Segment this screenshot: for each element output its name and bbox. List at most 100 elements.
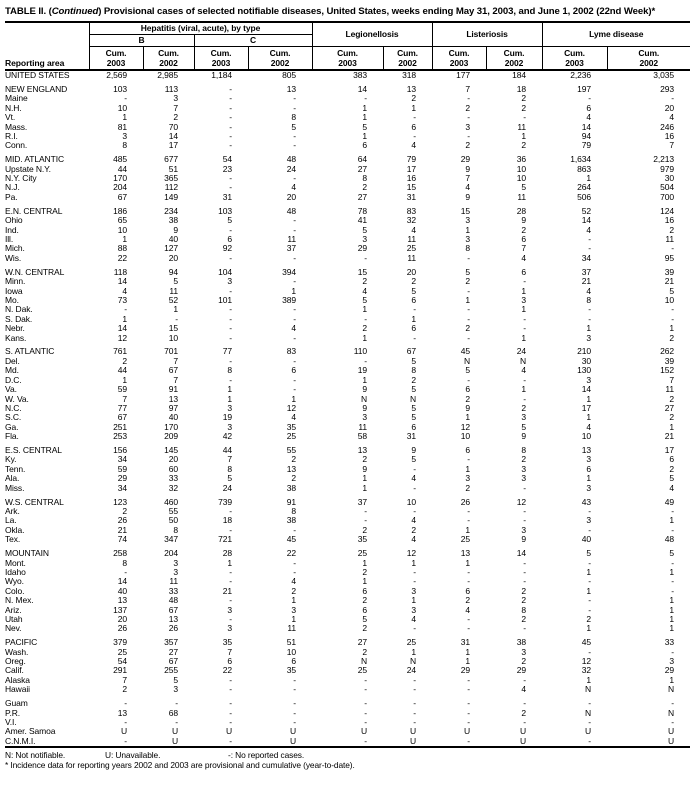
cell-value: 51 xyxy=(168,163,178,174)
row-label: PACIFIC xyxy=(5,638,38,648)
cell-value: - xyxy=(364,717,368,727)
cell-value: - xyxy=(293,93,297,104)
footnote-unavailable: U: Unavailable. xyxy=(105,750,161,761)
cell-value: 2 xyxy=(669,463,675,474)
cell-value: - xyxy=(293,384,297,395)
title-suffix: ) Provisional cases of selected notifiab… xyxy=(98,6,656,17)
cell-value: 8 xyxy=(173,524,178,535)
cell-value: 1 xyxy=(669,604,675,615)
cell-value: - xyxy=(588,717,592,727)
cell-value: 3 xyxy=(173,684,178,695)
cell-value: 204 xyxy=(164,548,178,559)
cell-value: - xyxy=(523,576,527,587)
cell-value: 29 xyxy=(357,243,368,254)
row-label: Minn. xyxy=(5,277,26,287)
row-label: N.Y. City xyxy=(5,174,37,184)
cell-value: U xyxy=(667,735,675,746)
cell-value: 1 xyxy=(411,646,417,657)
cell-value: 11 xyxy=(169,285,178,296)
cell-value: 1 xyxy=(521,384,527,395)
cell-value: - xyxy=(467,313,471,324)
row-label: P.R. xyxy=(5,708,21,718)
table-row: P.R. 13 68 - - - - - 2 N N xyxy=(5,707,690,718)
cell-value: 15 xyxy=(168,323,178,334)
cell-value: 3 xyxy=(411,604,417,615)
cell-value: 37 xyxy=(357,496,368,507)
cell-value: 2 xyxy=(521,224,527,235)
cell-value: - xyxy=(523,505,527,516)
cell-value: 4 xyxy=(586,224,592,235)
cum-label: Cum. xyxy=(269,48,291,58)
cell-value: - xyxy=(588,646,592,657)
cell-value: - xyxy=(293,252,297,263)
cell-value: 88 xyxy=(117,243,127,254)
cell-value: 1 xyxy=(521,285,527,296)
cell-value: 4 xyxy=(465,182,471,193)
cell-value: 7 xyxy=(173,355,178,366)
row-label: MID. ATLANTIC xyxy=(5,155,64,165)
year-label: 2002 xyxy=(504,57,524,68)
cell-value: 10 xyxy=(406,496,417,507)
cell-value: 41 xyxy=(357,215,368,226)
cell-value: - xyxy=(229,130,232,141)
cell-value: 37 xyxy=(286,243,297,254)
cell-value: 29 xyxy=(117,473,127,484)
cell-value: 1 xyxy=(411,557,417,568)
cell-value: 1 xyxy=(122,112,127,123)
cell-value: 92 xyxy=(222,243,232,254)
cell-value: 1 xyxy=(362,332,368,343)
cell-value: 13 xyxy=(168,613,178,624)
notifiable-diseases-table: Reporting area Hepatitis (viral, acute),… xyxy=(5,21,690,749)
table-row: Va. 59 91 1 - 9 5 6 1 14 11 xyxy=(5,384,690,395)
cell-value: 6 xyxy=(411,121,417,132)
cell-value: - xyxy=(588,304,592,315)
row-label: Mo. xyxy=(5,295,19,305)
cell-value: 10 xyxy=(516,173,527,184)
cell-value: 6 xyxy=(362,604,368,615)
cell-value: 1 xyxy=(669,515,675,526)
cell-value: 21 xyxy=(664,276,675,287)
cell-value: 73 xyxy=(117,294,127,305)
cell-value: - xyxy=(293,707,297,718)
cell-value: 170 xyxy=(113,173,127,184)
cell-value: 14 xyxy=(117,576,127,587)
cell-value: 28 xyxy=(516,205,527,216)
cell-value: 145 xyxy=(164,445,178,456)
cell-value: 74 xyxy=(117,534,127,545)
footnote-incidence: * Incidence data for reporting years 200… xyxy=(5,760,355,771)
table-row: N.C. 77 97 3 12 9 5 9 2 17 27 xyxy=(5,403,690,413)
cell-value: 27 xyxy=(168,646,178,657)
cell-value: 234 xyxy=(164,205,178,216)
cell-value: 5 xyxy=(411,285,417,296)
table-body: UNITED STATES 2,569 2,985 1,184 805 383 318 177… xyxy=(5,70,690,747)
row-label: Calif. xyxy=(5,666,24,676)
cell-value: 1 xyxy=(465,557,471,568)
cell-value: 258 xyxy=(113,548,127,559)
cell-value: - xyxy=(229,285,232,296)
cell-value: 11 xyxy=(665,234,675,244)
cell-value: 20 xyxy=(406,266,417,277)
cell-value: - xyxy=(229,304,232,315)
cell-value: 30 xyxy=(581,355,592,366)
table-row: Guam - - - - - - - - - - xyxy=(5,698,690,708)
row-label: Wyo. xyxy=(5,577,24,587)
cell-value: - xyxy=(413,505,417,516)
cell-value: 6 xyxy=(465,445,471,456)
cell-value: 24 xyxy=(516,346,527,357)
cell-value: 25 xyxy=(406,637,417,648)
cell-value: 11 xyxy=(287,623,297,634)
table-row: W.N. CENTRAL 118 94 104 394 15 20 5 6 37 39 xyxy=(5,266,690,277)
table-row: Colo. 40 33 21 2 6 3 6 2 1- xyxy=(5,586,690,596)
cell-value: 1 xyxy=(586,173,592,184)
col-lyme-cum-2003: Cum. 2003 xyxy=(541,46,608,70)
cell-value: 40 xyxy=(581,534,592,545)
row-label: Miss. xyxy=(5,483,25,493)
cell-value: - xyxy=(229,121,232,132)
cell-value: 5 xyxy=(669,473,675,484)
cell-value: 4 xyxy=(411,224,417,235)
table-row: N. Dak. - 1 - - 1 - - 1 - - xyxy=(5,304,690,315)
cell-value: - xyxy=(467,735,471,746)
cell-value: - xyxy=(293,215,297,226)
cell-value: - xyxy=(229,524,232,535)
cell-value: - xyxy=(467,304,471,315)
